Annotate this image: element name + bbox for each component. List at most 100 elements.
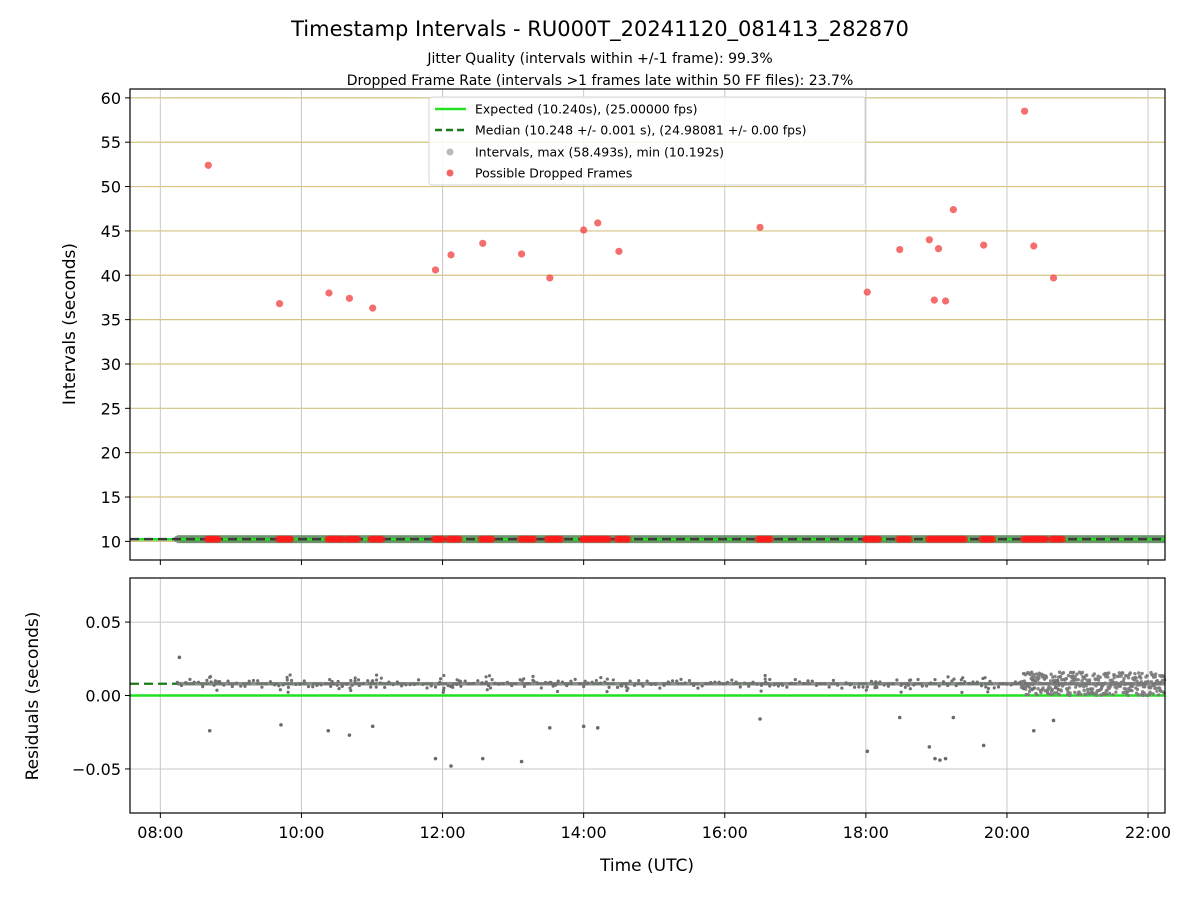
bottom-residual-point [1076, 678, 1080, 682]
bottom-residual-point [1104, 692, 1109, 696]
top-y-tick-label: 35 [101, 311, 121, 330]
legend-median-label: Median (10.248 +/- 0.001 s), (24.98081 +… [475, 123, 806, 138]
bottom-residual-point [848, 683, 852, 687]
top-x-ticks [159, 560, 1149, 565]
bottom-residual-point [1071, 670, 1076, 675]
bottom-residual-point [175, 680, 179, 684]
bottom-residual-point [1134, 676, 1138, 680]
top-dropped-frame-point [204, 161, 212, 169]
bottom-residual-point [549, 680, 553, 684]
bottom-residual-point [286, 690, 290, 694]
bottom-residual-point [1041, 686, 1045, 690]
bottom-residual-point [230, 684, 234, 689]
bottom-residual-point [645, 679, 649, 683]
bottom-residual-point [626, 686, 630, 691]
top-y-tick-label: 60 [101, 89, 121, 108]
top-dropped-frame-point [980, 241, 988, 249]
bottom-y-tick-label: 0.05 [85, 613, 121, 632]
bottom-residual-point [899, 690, 903, 694]
bottom-residual-point [226, 679, 230, 683]
bottom-residual-point [607, 685, 611, 689]
top-dropped-frame-point [615, 247, 623, 255]
bottom-residual-point [243, 684, 247, 688]
bottom-residual-point [709, 680, 713, 685]
legend-intervals-swatch [446, 148, 454, 156]
bottom-residual-point [624, 682, 628, 686]
bottom-residual-point [810, 679, 814, 683]
bottom-residual-point [692, 683, 696, 688]
bottom-residual-point [1085, 687, 1090, 692]
bottom-residual-point [1034, 672, 1039, 676]
bottom-residual-point [429, 684, 433, 688]
bottom-residual-point [700, 684, 704, 688]
top-dropped-frame-cluster-point [439, 535, 447, 543]
bottom-residual-point [1092, 672, 1097, 676]
bottom-residual-point [441, 688, 446, 692]
top-dropped-frame-cluster-point [875, 535, 883, 543]
bottom-panel: 0.05 0.00 −0.05 08:00 10:00 12:00 14:00 16:00 1… [23, 577, 1171, 876]
bottom-residual-point [679, 677, 683, 681]
bottom-residual-point [1073, 685, 1078, 689]
bottom-residual-point [954, 684, 958, 688]
bottom-residual-point [986, 690, 990, 694]
bottom-residual-point [416, 678, 421, 682]
bottom-residual-point [594, 678, 598, 683]
bottom-residual-point [196, 680, 201, 684]
legend-expected-label: Expected (10.240s), (25.00000 fps) [475, 102, 697, 117]
bottom-residual-point [1032, 686, 1037, 690]
bottom-residual-point [281, 683, 285, 687]
chart-subtitle-jitter: Jitter Quality (intervals within +/-1 fr… [426, 51, 772, 67]
bottom-residual-point [958, 681, 962, 686]
top-plot-frame [129, 88, 1166, 561]
bottom-residual-point [1082, 688, 1086, 693]
bottom-residual-point [555, 689, 560, 694]
bottom-residual-point [335, 683, 339, 687]
bottom-x-ticks: 08:00 10:00 12:00 14:00 16:00 18:00 20:00 22:00 [137, 813, 1171, 842]
bottom-residual-point [1059, 689, 1063, 693]
bottom-residual-point [1094, 684, 1098, 688]
bottom-residual-point [874, 680, 878, 684]
bottom-residual-point [510, 683, 514, 688]
legend-dropped-label: Possible Dropped Frames [475, 166, 632, 181]
bottom-residual-point [649, 682, 653, 687]
bottom-residual-point [1069, 680, 1074, 684]
top-y-tick-label: 25 [101, 399, 121, 418]
bottom-residual-point [819, 682, 823, 686]
bottom-residual-point [1026, 693, 1030, 697]
bottom-residual-point [603, 680, 607, 684]
bottom-residual-point [764, 680, 768, 684]
bottom-residual-point [857, 685, 861, 689]
bottom-residual-point [543, 680, 548, 685]
bottom-residual-point [937, 684, 941, 688]
top-dropped-frame-point [431, 266, 440, 274]
bottom-residual-point [311, 685, 315, 689]
bottom-residual-point [797, 680, 802, 684]
bottom-residual-point [755, 682, 759, 686]
bottom-residual-point [1013, 680, 1018, 684]
bottom-residual-point [329, 684, 333, 689]
bottom-residual-point [599, 676, 603, 680]
bottom-residual-point [1131, 682, 1135, 687]
bottom-residual-point [484, 680, 488, 684]
bottom-residual-point [404, 683, 408, 687]
bottom-residual-point [1058, 675, 1063, 679]
bottom-residual-point [1122, 677, 1126, 681]
top-dropped-frame-point [896, 245, 904, 254]
bottom-residual-point [873, 686, 877, 690]
bottom-residual-point [332, 682, 336, 686]
bottom-residual-outlier [933, 756, 937, 761]
bottom-residual-point [556, 679, 560, 683]
top-dropped-frame-point [345, 294, 354, 302]
bottom-residual-point [285, 678, 289, 682]
bottom-residual-point [357, 683, 361, 688]
bottom-residual-point [378, 681, 383, 685]
bottom-residual-point [1064, 676, 1069, 681]
bottom-residual-outlier [370, 724, 375, 729]
bottom-residual-point [864, 688, 868, 692]
bottom-residual-point [522, 684, 526, 688]
bottom-residual-point [941, 680, 946, 684]
x-tick-label: 08:00 [137, 823, 183, 842]
bottom-residual-point [763, 677, 767, 681]
bottom-residual-point [1001, 682, 1005, 686]
top-y-tick-label: 55 [101, 133, 121, 152]
